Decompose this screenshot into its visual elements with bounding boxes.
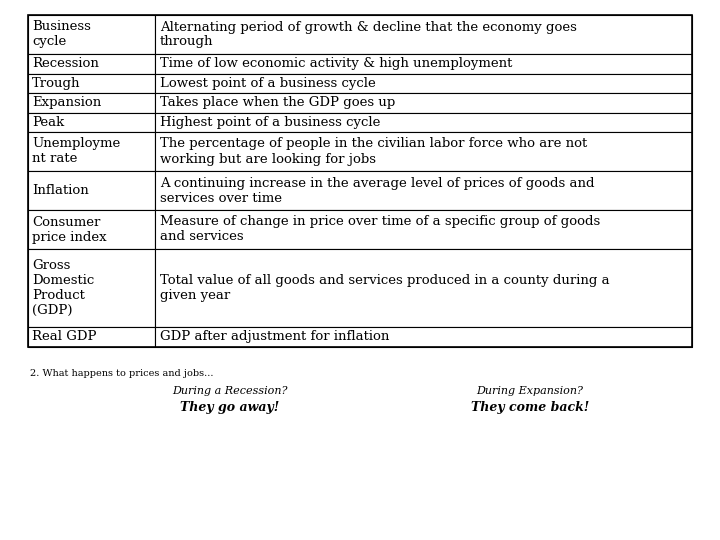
- Text: During Expansion?: During Expansion?: [477, 387, 583, 396]
- Bar: [28, 210, 155, 249]
- Text: Measure of change in price over time of a specific group of goods
and services: Measure of change in price over time of …: [160, 215, 600, 244]
- Text: Gross
Domestic
Product
(GDP): Gross Domestic Product (GDP): [32, 259, 94, 317]
- Text: Lowest point of a business cycle: Lowest point of a business cycle: [160, 77, 376, 90]
- Bar: [155, 93, 692, 112]
- Bar: [155, 327, 692, 347]
- Text: Takes place when the GDP goes up: Takes place when the GDP goes up: [160, 96, 395, 109]
- Bar: [28, 249, 155, 327]
- Bar: [28, 54, 155, 73]
- Text: 2. What happens to prices and jobs...: 2. What happens to prices and jobs...: [30, 368, 214, 377]
- Bar: [155, 73, 692, 93]
- Bar: [28, 112, 155, 132]
- Bar: [28, 171, 155, 210]
- Text: Recession: Recession: [32, 57, 99, 70]
- Text: They go away!: They go away!: [181, 402, 279, 415]
- Text: Time of low economic activity & high unemployment: Time of low economic activity & high une…: [160, 57, 513, 70]
- Text: Expansion: Expansion: [32, 96, 102, 109]
- Bar: [28, 15, 692, 347]
- Text: Unemployme
nt rate: Unemployme nt rate: [32, 138, 120, 165]
- Text: During a Recession?: During a Recession?: [172, 387, 288, 396]
- Bar: [28, 327, 155, 347]
- Text: Consumer
price index: Consumer price index: [32, 215, 107, 244]
- Bar: [155, 249, 692, 327]
- Bar: [155, 210, 692, 249]
- Text: Peak: Peak: [32, 116, 64, 129]
- Text: A continuing increase in the average level of prices of goods and
services over : A continuing increase in the average lev…: [160, 177, 595, 205]
- Bar: [28, 15, 155, 54]
- Bar: [28, 73, 155, 93]
- Bar: [28, 93, 155, 112]
- Text: Trough: Trough: [32, 77, 81, 90]
- Bar: [155, 171, 692, 210]
- Bar: [28, 132, 155, 171]
- Text: Total value of all goods and services produced in a county during a
given year: Total value of all goods and services pr…: [160, 274, 610, 302]
- Text: Inflation: Inflation: [32, 184, 89, 197]
- Text: Business
cycle: Business cycle: [32, 21, 91, 49]
- Text: They come back!: They come back!: [471, 402, 589, 415]
- Text: GDP after adjustment for inflation: GDP after adjustment for inflation: [160, 330, 390, 343]
- Text: Highest point of a business cycle: Highest point of a business cycle: [160, 116, 380, 129]
- Bar: [155, 132, 692, 171]
- Text: Real GDP: Real GDP: [32, 330, 96, 343]
- Text: The percentage of people in the civilian labor force who are not
working but are: The percentage of people in the civilian…: [160, 138, 588, 165]
- Bar: [155, 112, 692, 132]
- Text: Alternating period of growth & decline that the economy goes
through: Alternating period of growth & decline t…: [160, 21, 577, 49]
- Bar: [155, 15, 692, 54]
- Bar: [155, 54, 692, 73]
